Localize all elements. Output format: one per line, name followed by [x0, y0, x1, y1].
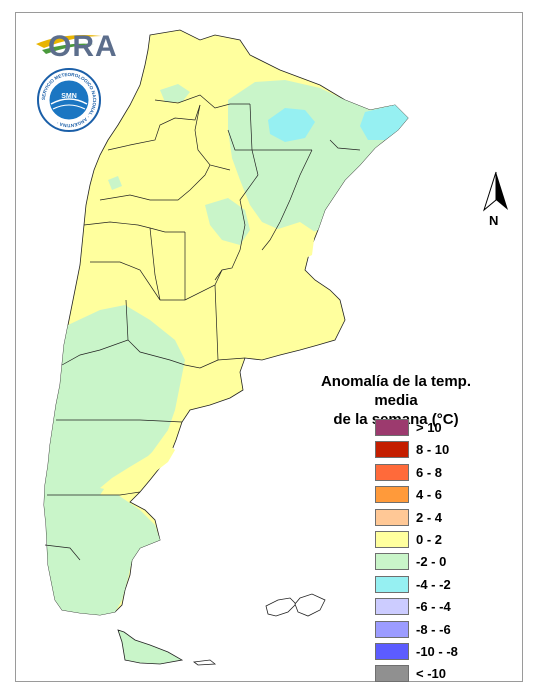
legend-label: 4 - 6 — [416, 487, 443, 503]
province-borders — [44, 94, 361, 561]
patagonia-west-green-zone — [44, 305, 185, 615]
legend-label: -6 - -4 — [416, 599, 451, 615]
legend-swatch — [375, 463, 409, 481]
svg-text:SMN: SMN — [61, 93, 77, 100]
legend-label: -2 - 0 — [416, 554, 447, 570]
chubut-coast-yellow-patch — [100, 440, 175, 493]
legend-label: 2 - 4 — [416, 509, 443, 525]
formosa-cyan-zone — [268, 108, 315, 142]
legend-label: < -10 — [416, 666, 446, 682]
legend-swatch — [375, 598, 409, 616]
tierra-del-fuego-islet — [192, 659, 217, 666]
tierra-del-fuego — [117, 629, 184, 665]
catamarca-green-patch — [108, 176, 122, 190]
legend-swatch — [375, 508, 409, 526]
legend-swatch — [375, 620, 409, 638]
ora-logo-swoosh — [36, 35, 102, 54]
legend-label: -10 - -8 — [416, 643, 458, 659]
legend-swatch — [375, 486, 409, 504]
legend-title-line-1: Anomalía de la temp. media — [320, 373, 472, 409]
malvinas-east — [294, 593, 326, 617]
ora-logo-text: ORA — [48, 30, 118, 63]
legend-swatch — [375, 575, 409, 593]
legend-swatch — [375, 665, 409, 683]
legend-label: -8 - -6 — [416, 621, 451, 637]
misiones-cyan-zone — [360, 105, 408, 140]
northwest-green-patch — [160, 84, 190, 102]
legend-label: > 10 — [416, 420, 442, 435]
legend-swatch — [375, 419, 409, 436]
north-arrow-icon — [483, 171, 508, 212]
legend-swatch — [375, 642, 409, 660]
legend-label: 0 - 2 — [416, 531, 443, 547]
legend-label: 8 - 10 — [416, 442, 450, 458]
legend-swatch — [375, 553, 409, 571]
cordoba-green-patch — [205, 198, 250, 245]
legend-swatch — [375, 441, 409, 459]
ora-logo: ORA — [34, 26, 117, 63]
legend-label: 6 - 8 — [416, 464, 443, 480]
legend-label: -4 - -2 — [416, 576, 451, 592]
north-arrow-label: N — [489, 213, 499, 228]
smn-seal-icon: SMN SERVICIO METEOROLOGICO NACIONAL · AR… — [37, 68, 101, 132]
malvinas-west — [265, 597, 297, 617]
legend-swatch — [375, 530, 409, 548]
entre-rios-yellow-patch — [275, 222, 315, 262]
